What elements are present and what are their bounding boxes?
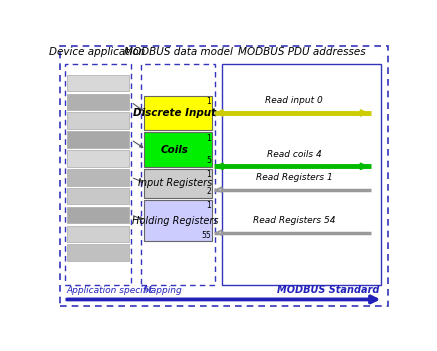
- Text: Mapping: Mapping: [144, 286, 183, 294]
- Text: 2: 2: [206, 187, 211, 197]
- Text: MODBUS data model: MODBUS data model: [124, 47, 232, 57]
- Text: Input Registers: Input Registers: [138, 178, 212, 188]
- Bar: [67, 113, 129, 129]
- Text: 1: 1: [206, 97, 211, 106]
- Bar: [144, 96, 212, 130]
- Bar: [67, 244, 129, 261]
- Text: Holding Registers: Holding Registers: [132, 216, 218, 226]
- Bar: [67, 94, 129, 110]
- Text: 1: 1: [206, 201, 211, 210]
- Bar: [67, 188, 129, 205]
- Text: Application specific: Application specific: [66, 286, 154, 294]
- Text: MODBUS PDU addresses: MODBUS PDU addresses: [238, 47, 366, 57]
- Bar: [67, 75, 129, 92]
- Bar: [144, 200, 212, 241]
- Text: Device application: Device application: [49, 47, 145, 57]
- Bar: [65, 64, 131, 285]
- Bar: [67, 169, 129, 186]
- Bar: [67, 226, 129, 242]
- Bar: [144, 169, 212, 198]
- Bar: [67, 131, 129, 148]
- Bar: [67, 207, 129, 223]
- Bar: [222, 64, 382, 285]
- Text: 1: 1: [206, 134, 211, 143]
- Text: Discrete Input: Discrete Input: [133, 108, 216, 118]
- Text: Coils: Coils: [161, 145, 189, 155]
- Text: 5: 5: [206, 157, 211, 165]
- Text: Read Registers 1: Read Registers 1: [256, 173, 332, 182]
- Bar: [141, 64, 215, 285]
- Text: Read Registers 54: Read Registers 54: [253, 216, 335, 225]
- Text: Read input 0: Read input 0: [265, 97, 323, 105]
- Text: MODBUS Standard: MODBUS Standard: [277, 285, 380, 294]
- Text: 55: 55: [201, 231, 211, 240]
- Text: 1: 1: [206, 170, 211, 179]
- Text: Read coils 4: Read coils 4: [267, 150, 321, 159]
- Bar: [144, 132, 212, 167]
- Bar: [67, 150, 129, 167]
